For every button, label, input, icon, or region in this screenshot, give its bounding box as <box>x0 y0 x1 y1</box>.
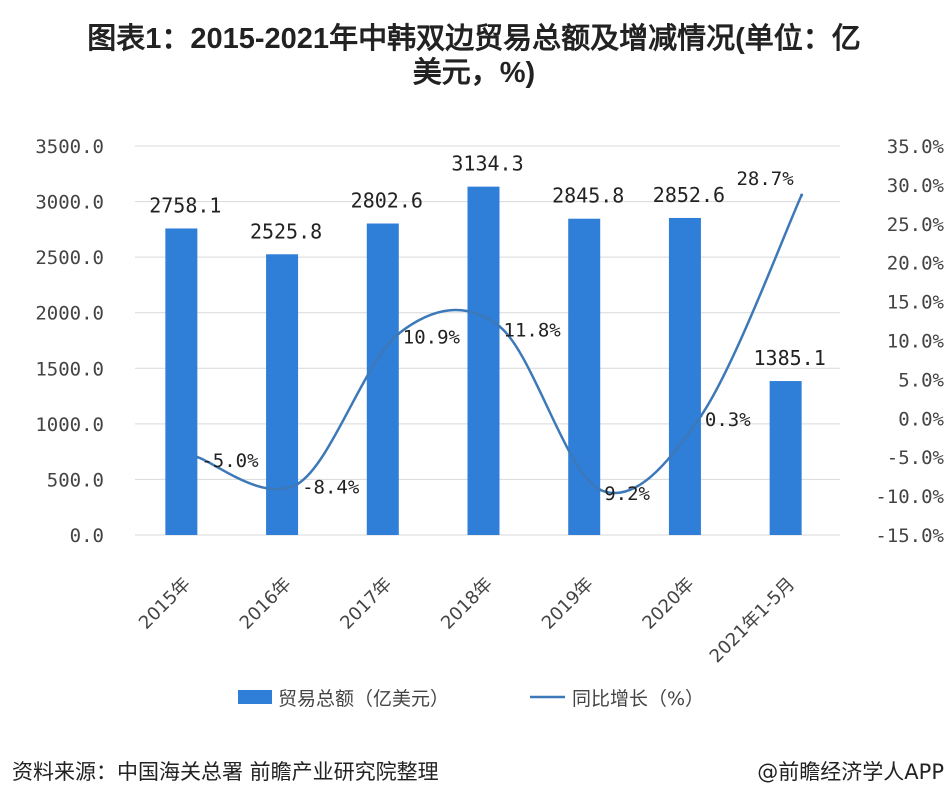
x-tick-label: 2015年 <box>135 574 195 634</box>
line-point <box>598 488 602 492</box>
bar <box>165 228 198 535</box>
bar <box>668 217 701 535</box>
line-value-label: -5.0% <box>201 450 259 472</box>
legend-bar-swatch <box>238 690 272 704</box>
bar <box>467 186 500 535</box>
line-value-label: 0.3% <box>705 409 751 431</box>
left-tick-label: 1000.0 <box>35 414 104 436</box>
chart-title: 图表1：2015-2021年中韩双边贸易总额及增减情况(单位：亿 美元，%) <box>0 22 948 90</box>
bar-value-label: 2525.8 <box>250 219 322 243</box>
right-tick-label: 5.0% <box>898 369 944 391</box>
line-point <box>800 193 804 197</box>
line-value-label: 11.8% <box>504 319 562 341</box>
left-tick-label: 3000.0 <box>35 192 104 214</box>
bar-value-label: 1385.1 <box>754 346 826 370</box>
line-point <box>296 482 300 486</box>
left-tick-label: 2000.0 <box>35 303 104 325</box>
line-value-label: 10.9% <box>403 326 461 348</box>
right-tick-label: 35.0% <box>887 136 945 158</box>
right-tick-label: 0.0% <box>898 408 944 430</box>
right-tick-label: 30.0% <box>887 175 945 197</box>
line-point <box>397 331 401 335</box>
x-tick-label: 2017年 <box>336 574 396 634</box>
right-tick-label: 20.0% <box>887 253 945 275</box>
left-tick-label: 0.0 <box>70 525 104 547</box>
right-tick-label: -10.0% <box>875 486 944 508</box>
chart-title-line1: 图表1：2015-2021年中韩双边贸易总额及增减情况(单位：亿 <box>87 23 861 55</box>
x-tick-label: 2021年1-5月 <box>706 574 799 667</box>
x-tick-label: 2018年 <box>437 574 497 634</box>
line-point <box>699 414 703 418</box>
credit: @前瞻经济学人APP <box>757 760 944 784</box>
x-tick-label: 2016年 <box>236 574 296 634</box>
right-tick-label: -15.0% <box>875 525 944 547</box>
line-point <box>498 324 501 328</box>
left-tick-label: 1500.0 <box>35 358 104 380</box>
right-tick-label: 25.0% <box>887 214 945 236</box>
bar-value-label: 2852.6 <box>653 183 725 207</box>
left-tick-label: 500.0 <box>47 469 104 491</box>
right-tick-label: 15.0% <box>887 292 945 314</box>
bar <box>769 381 802 535</box>
line-value-label: -8.4% <box>302 477 360 499</box>
bar <box>266 254 299 535</box>
x-tick-label: 2019年 <box>538 574 598 634</box>
left-tick-label: 3500.0 <box>35 136 104 158</box>
line-value-label: 28.7% <box>736 168 794 190</box>
left-tick-label: 2500.0 <box>35 247 104 269</box>
source-note: 资料来源：中国海关总署 前瞻产业研究院整理 <box>12 760 439 784</box>
growth-line <box>196 194 803 495</box>
legend-line-label: 同比增长（%） <box>572 688 704 710</box>
right-tick-label: 10.0% <box>887 331 945 353</box>
bar-value-label: 2802.6 <box>351 189 423 213</box>
bar <box>366 223 399 535</box>
line-point <box>195 455 199 459</box>
bar <box>568 218 601 535</box>
bar-value-label: 2758.1 <box>149 193 221 217</box>
legend-bar-label: 贸易总额（亿美元） <box>278 688 449 710</box>
bar-value-label: 3134.3 <box>451 152 523 176</box>
line-value-label: 9.2% <box>604 483 650 505</box>
bar-value-label: 2845.8 <box>552 184 624 208</box>
right-tick-label: -5.0% <box>887 447 945 469</box>
x-tick-label: 2020年 <box>638 574 698 634</box>
chart-title-line2: 美元，%) <box>412 57 536 89</box>
